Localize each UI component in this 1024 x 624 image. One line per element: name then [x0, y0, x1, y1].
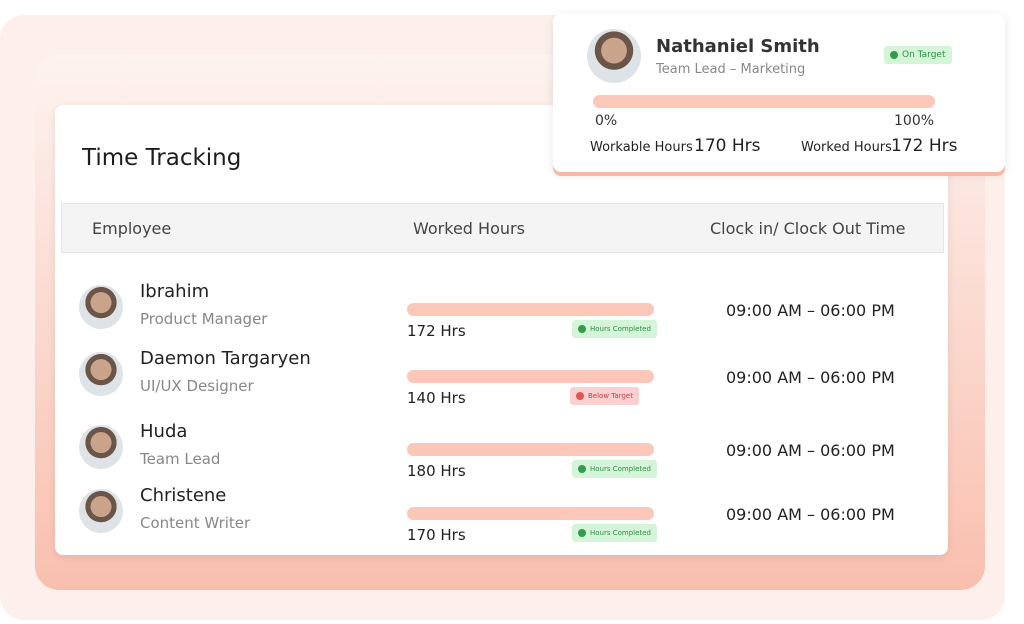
- workable-label: Workable Hours: [590, 140, 693, 155]
- progress-start: 0%: [595, 113, 618, 129]
- hours-bar: [407, 303, 654, 316]
- table-header: [61, 203, 944, 253]
- avatar: [79, 352, 123, 396]
- profile-name: Nathaniel Smith: [656, 36, 820, 57]
- hours: 170 Hrs: [407, 526, 466, 544]
- employee-role: Content Writer: [140, 514, 251, 532]
- clock-time: 09:00 AM – 06:00 PM: [726, 301, 895, 320]
- employee-role: UI/UX Designer: [140, 377, 254, 395]
- employee-role: Team Lead: [140, 450, 221, 468]
- hours: 180 Hrs: [407, 462, 466, 480]
- hours-bar: [407, 370, 654, 383]
- employee-name: Daemon Targaryen: [140, 348, 311, 369]
- status-badge: Hours Completed: [572, 460, 657, 478]
- employee-name: Christene: [140, 485, 227, 506]
- clock-time: 09:00 AM – 06:00 PM: [726, 368, 895, 387]
- table-card: Time Tracking Employee Worked Hours Cloc…: [55, 105, 948, 555]
- avatar: [587, 29, 641, 83]
- header-cell: Clock in/ Clock Out Time: [710, 219, 906, 238]
- profile-role: Team Lead – Marketing: [656, 62, 806, 77]
- avatar: [79, 285, 123, 329]
- avatar: [79, 425, 123, 469]
- hours-bar: [407, 443, 654, 456]
- clock-time: 09:00 AM – 06:00 PM: [726, 505, 895, 524]
- header-cell: Worked Hours: [413, 219, 525, 238]
- hours: 172 Hrs: [407, 322, 466, 340]
- clock-time: 09:00 AM – 06:00 PM: [726, 441, 895, 460]
- status-badge: Hours Completed: [572, 320, 657, 338]
- employee-role: Product Manager: [140, 310, 268, 328]
- avatar: [79, 489, 123, 533]
- employee-name: Huda: [140, 421, 188, 442]
- profile-card: Nathaniel Smith Team Lead – Marketing On…: [553, 14, 1005, 172]
- status-badge: Below Target: [570, 387, 639, 405]
- header-cell: Employee: [92, 219, 172, 238]
- progress-bar: [593, 95, 935, 108]
- worked-label: Worked Hours: [801, 140, 892, 155]
- table-title: Time Tracking: [82, 145, 242, 171]
- progress-end: 100%: [894, 113, 935, 129]
- hours-bar: [407, 507, 654, 520]
- hours: 140 Hrs: [407, 389, 466, 407]
- employee-name: Ibrahim: [140, 281, 210, 302]
- status-badge: On Target: [884, 46, 952, 64]
- worked-value: 172 Hrs: [891, 136, 958, 156]
- workable-value: 170 Hrs: [694, 136, 761, 156]
- status-badge: Hours Completed: [572, 524, 657, 542]
